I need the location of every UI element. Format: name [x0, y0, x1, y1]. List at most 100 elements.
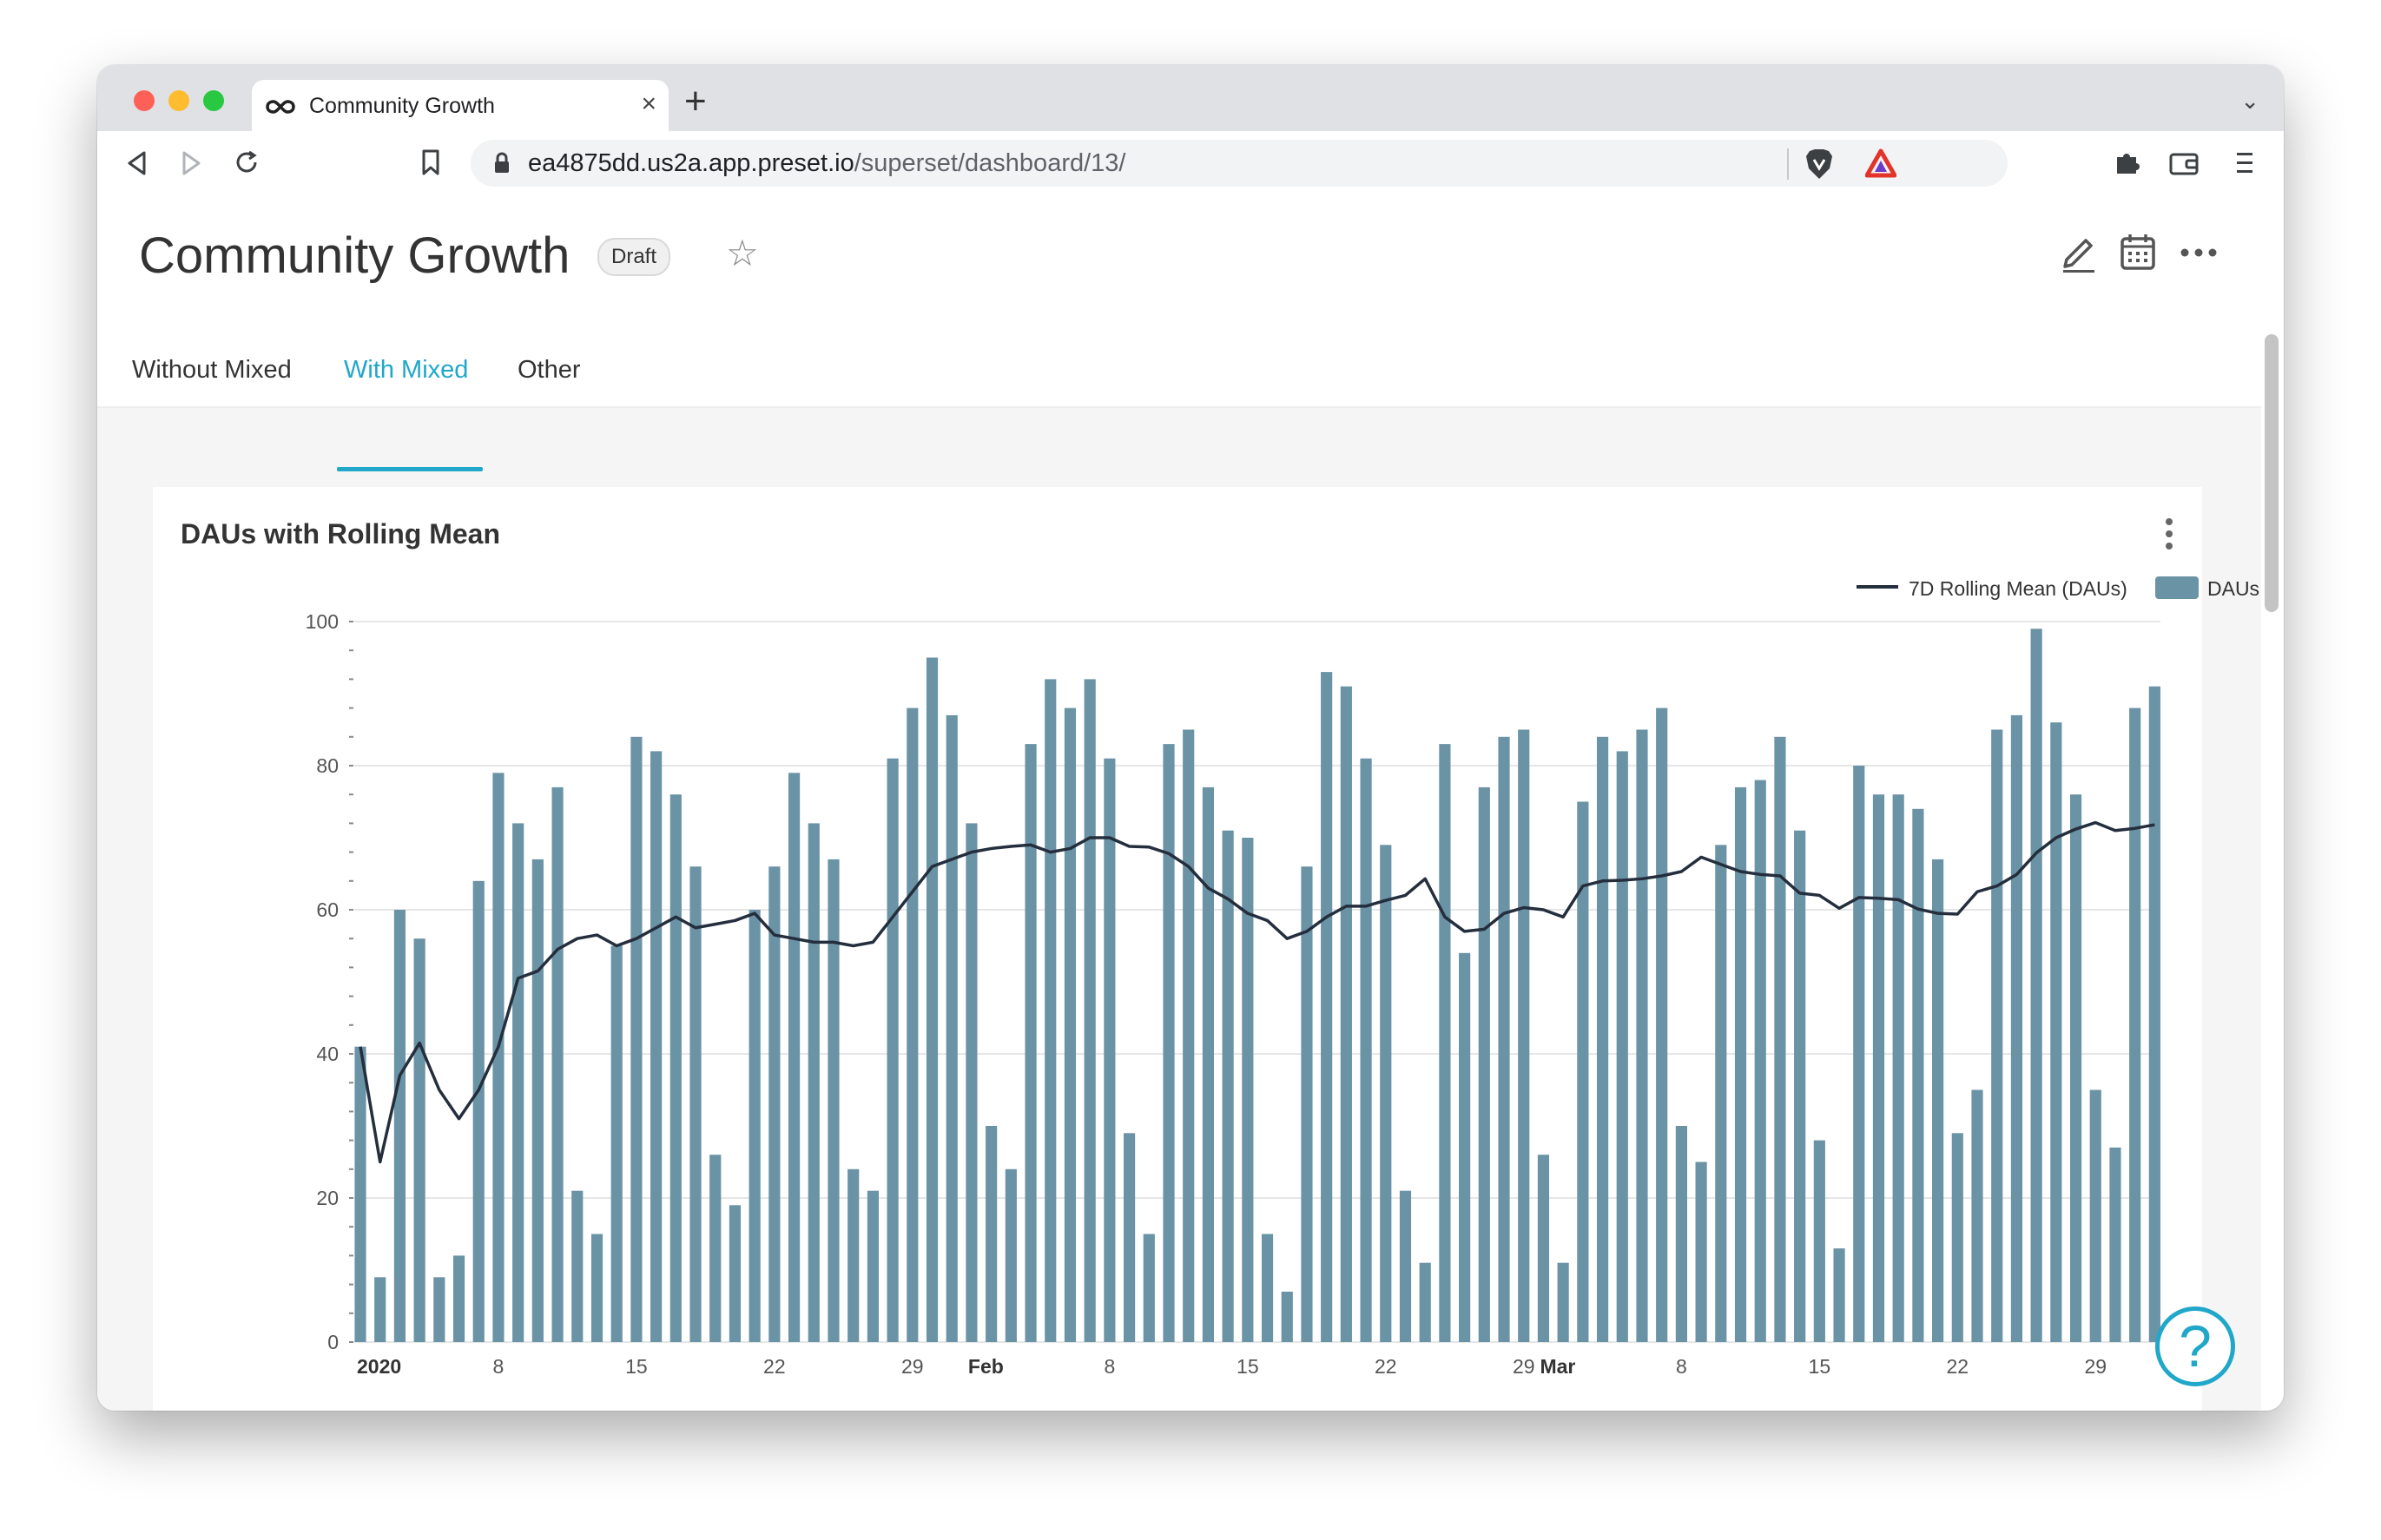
bar — [1163, 744, 1175, 1342]
x-tick-label: 22 — [1375, 1355, 1397, 1378]
bar — [1242, 838, 1254, 1342]
bar — [848, 1168, 860, 1342]
bar — [749, 910, 761, 1342]
bar — [1340, 686, 1352, 1342]
bar — [433, 1277, 445, 1342]
x-tick-label: 2020 — [357, 1355, 401, 1378]
extensions-icon[interactable] — [2114, 148, 2141, 176]
tab-other[interactable]: Other — [518, 356, 581, 384]
tab-without-mixed[interactable]: Without Mixed — [132, 356, 292, 384]
favorite-star-icon[interactable]: ☆ — [726, 233, 759, 273]
edit-icon[interactable] — [2060, 232, 2098, 273]
legend-item-rolling-mean[interactable]: 7D Rolling Mean (DAUs) — [1909, 577, 2127, 600]
bar — [1380, 845, 1392, 1342]
bar — [926, 657, 939, 1342]
bar — [1596, 736, 1609, 1342]
bar — [1853, 766, 1865, 1342]
tab-close-icon[interactable]: × — [641, 89, 656, 118]
x-tick-label: 29 — [2084, 1355, 2107, 1378]
legend-line-swatch[interactable] — [1857, 584, 1898, 589]
help-button[interactable]: ? — [2155, 1306, 2235, 1386]
browser-tab-strip: Community Growth × + ⌄ — [97, 65, 2284, 131]
x-tick-label: 8 — [1104, 1355, 1115, 1378]
bar — [1557, 1262, 1569, 1342]
rolling-mean-line — [359, 820, 2155, 1164]
bar — [828, 859, 840, 1342]
forward-icon[interactable] — [181, 150, 203, 176]
minimize-window-button[interactable] — [168, 90, 189, 111]
url-path: /superset/dashboard/13/ — [854, 149, 1126, 177]
browser-tab-active[interactable]: Community Growth × — [252, 80, 669, 131]
bar — [354, 1046, 366, 1342]
bar — [472, 880, 485, 1342]
brave-shield-icon[interactable] — [1804, 148, 1834, 181]
bar — [1794, 830, 1806, 1342]
bar — [788, 773, 801, 1342]
brave-rewards-icon[interactable] — [1865, 148, 1896, 178]
x-tick-label: 8 — [1676, 1355, 1687, 1378]
legend-item-daus[interactable]: DAUs — [2207, 577, 2260, 600]
x-tick-label: 15 — [1809, 1355, 1831, 1378]
bar — [887, 758, 899, 1342]
y-tick-label: 40 — [316, 1043, 339, 1065]
bar — [1399, 1190, 1412, 1342]
y-tick-label: 100 — [306, 610, 339, 633]
bar — [1124, 1133, 1136, 1342]
bar — [1971, 1089, 1983, 1342]
bar — [650, 751, 663, 1342]
bar — [1478, 786, 1490, 1342]
lock-icon — [495, 152, 509, 173]
bar — [966, 823, 978, 1342]
bar — [1872, 794, 1885, 1342]
bar — [2148, 686, 2160, 1342]
bar — [1025, 744, 1037, 1342]
scrollbar-thumb[interactable] — [2265, 334, 2279, 612]
bar — [1616, 751, 1628, 1342]
page-title[interactable]: Community Growth — [139, 227, 571, 284]
maximize-window-button[interactable] — [203, 90, 224, 111]
x-tick-label: 29 — [901, 1355, 924, 1378]
bar — [986, 1126, 998, 1342]
new-tab-button[interactable]: + — [684, 80, 707, 122]
status-badge[interactable]: Draft — [597, 238, 671, 276]
url-host: ea4875dd.us2a.app.preset.io — [528, 149, 854, 177]
bar — [1419, 1262, 1431, 1342]
tab-with-mixed[interactable]: With Mixed — [344, 356, 469, 384]
bar — [452, 1255, 465, 1342]
bar — [768, 866, 781, 1342]
menu-icon[interactable] — [2235, 150, 2254, 176]
legend-bar-swatch[interactable] — [2155, 576, 2199, 599]
bar — [867, 1190, 879, 1342]
bar — [610, 945, 623, 1342]
bar — [808, 823, 820, 1342]
address-bar-separator — [1787, 148, 1789, 180]
x-tick-label: 15 — [625, 1355, 648, 1378]
chart-menu-icon[interactable] — [2164, 517, 2174, 551]
back-icon[interactable] — [125, 150, 148, 176]
bar — [709, 1155, 722, 1342]
bar — [2030, 629, 2042, 1342]
close-window-button[interactable] — [134, 90, 155, 111]
reload-icon[interactable] — [233, 148, 261, 176]
bar — [413, 938, 425, 1342]
wallet-icon[interactable] — [2169, 150, 2199, 176]
bar — [1754, 780, 1766, 1342]
bar — [1321, 672, 1333, 1342]
schedule-calendar-icon[interactable] — [2119, 232, 2157, 272]
bar — [571, 1190, 584, 1342]
url-text[interactable]: ea4875dd.us2a.app.preset.io/superset/das… — [528, 149, 1125, 178]
more-options-icon[interactable] — [2180, 247, 2218, 258]
bar — [1912, 808, 1924, 1342]
bar — [1715, 845, 1727, 1342]
browser-window: Community Growth × + ⌄ ea4875dd.us2a.app… — [97, 65, 2284, 1411]
tab-list-chevron-icon[interactable]: ⌄ — [2240, 88, 2259, 114]
bookmark-icon[interactable] — [420, 148, 441, 176]
infinity-logo-icon — [266, 100, 295, 114]
bar — [512, 823, 524, 1342]
bar — [1892, 794, 1904, 1342]
bar — [590, 1234, 603, 1342]
bar — [1202, 786, 1215, 1342]
bar — [1734, 786, 1747, 1342]
address-bar[interactable] — [471, 140, 2008, 187]
